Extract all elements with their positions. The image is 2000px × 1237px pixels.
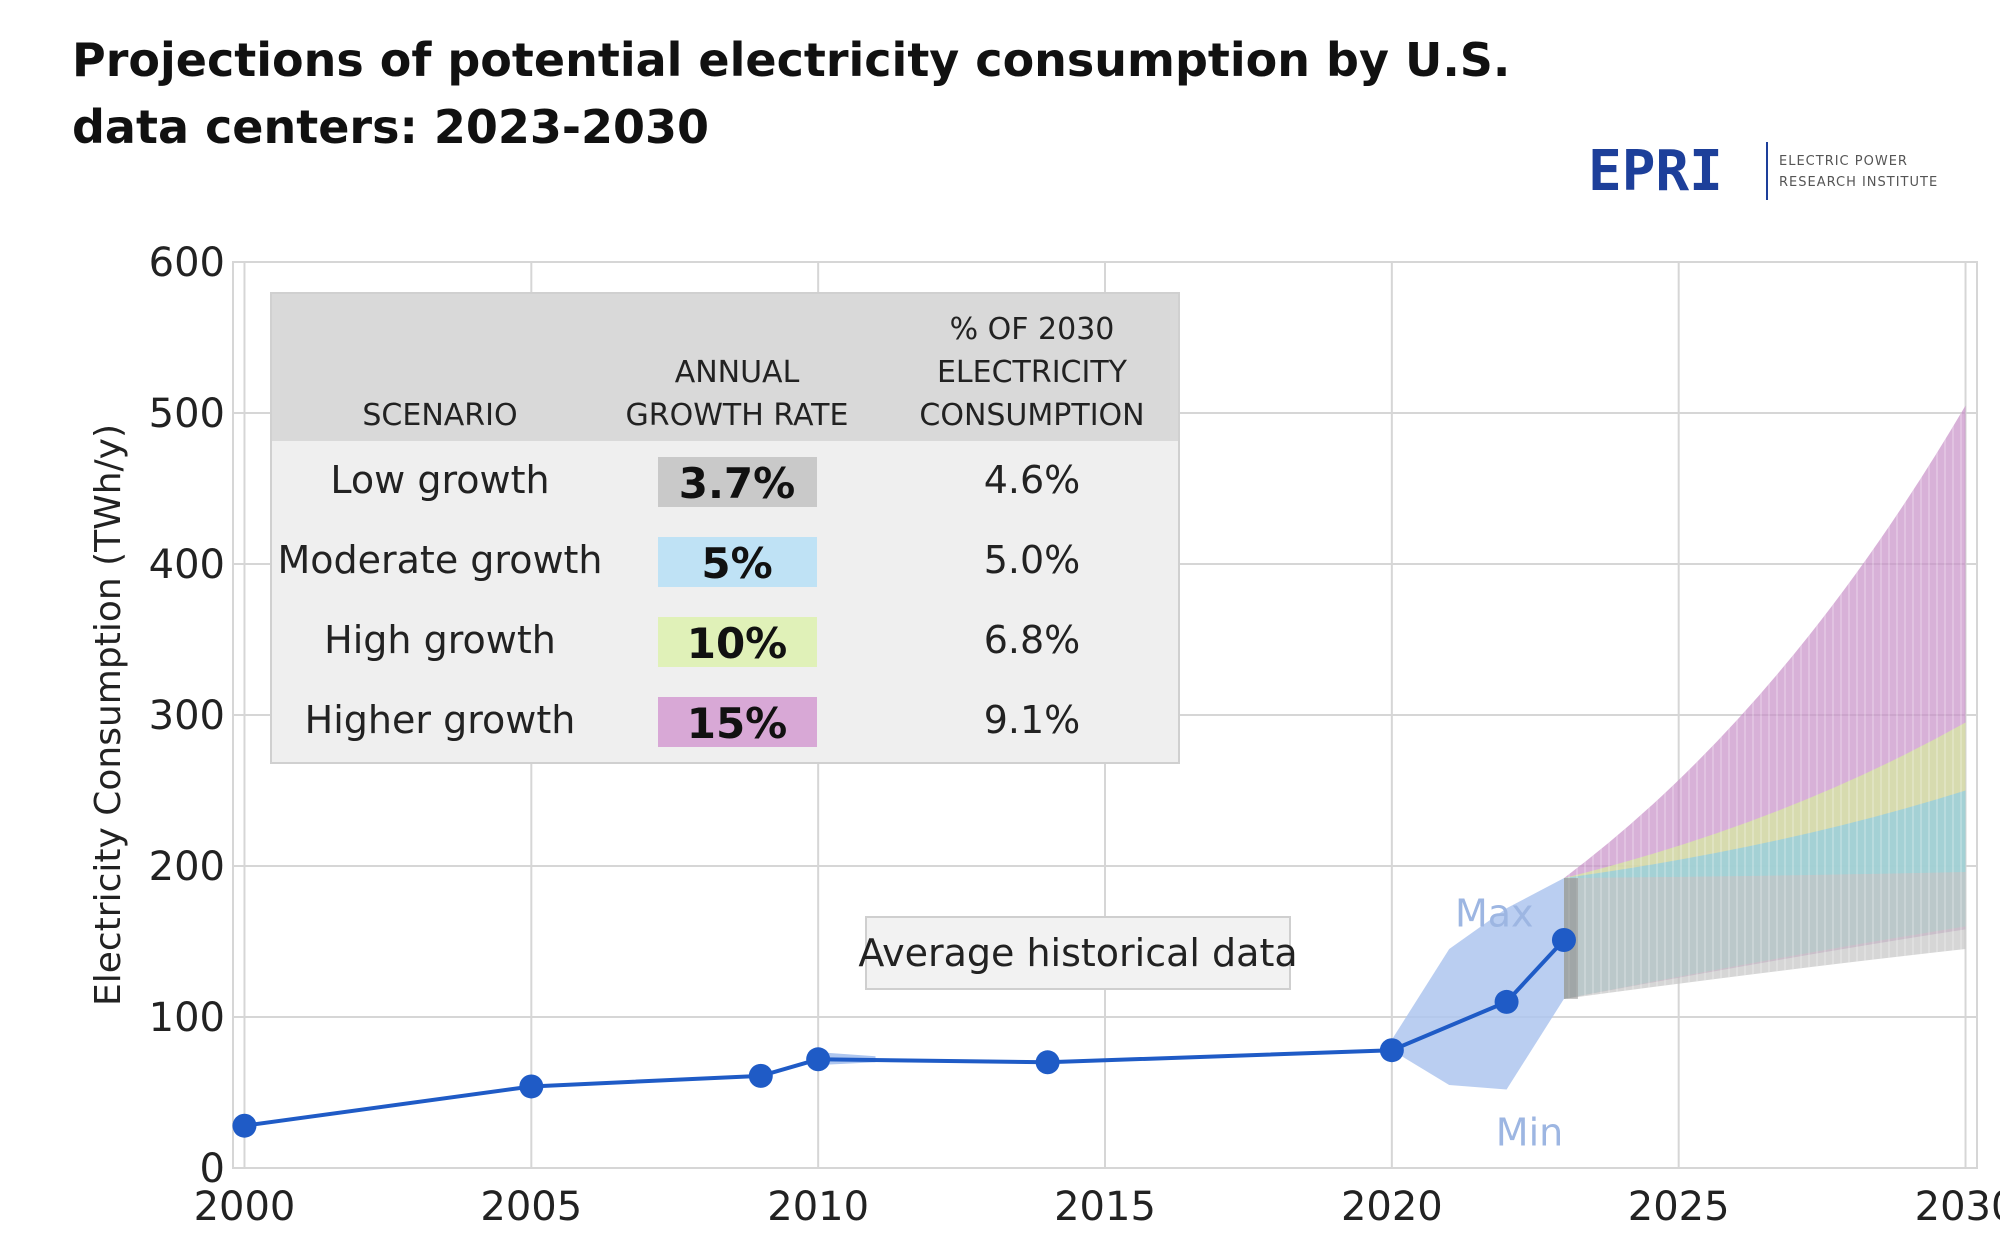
y-axis-label: Electricity Consumption (TWh/y) bbox=[88, 424, 129, 1006]
scenario-table: SCENARIO ANNUAL GROWTH RATE % OF 2030 ELECTR… bbox=[270, 292, 1180, 764]
historical-series bbox=[232, 927, 1576, 1138]
table-header-cell: % OF 2030 bbox=[950, 312, 1115, 347]
table-cell-scenario: High growth bbox=[324, 618, 556, 662]
historical-point bbox=[232, 1113, 257, 1138]
logo-mark: EPRI bbox=[1588, 139, 1723, 204]
y-tick-label: 0 bbox=[200, 1146, 225, 1192]
x-tick-labels: 2000 2005 2010 2015 2020 2025 2030 bbox=[194, 1184, 2000, 1230]
y-tick-label: 500 bbox=[149, 391, 225, 437]
table-cell-share: 9.1% bbox=[984, 698, 1081, 742]
y-tick-label: 400 bbox=[149, 542, 225, 588]
table-rate-swatch bbox=[658, 697, 817, 747]
plot-frame bbox=[232, 261, 1978, 1169]
historical-point bbox=[1035, 1050, 1060, 1075]
logo-line-1: ELECTRIC POWER bbox=[1779, 154, 1908, 169]
table-header-cell: ELECTRICITY bbox=[937, 355, 1128, 390]
table-rate-swatch bbox=[658, 617, 817, 667]
table-header-cell: CONSUMPTION bbox=[919, 398, 1144, 433]
y-tick-label: 200 bbox=[149, 844, 225, 890]
chart-title-line-2: data centers: 2023-2030 bbox=[72, 100, 709, 154]
table-header-cell: ANNUAL bbox=[675, 355, 800, 390]
table-cell-rate: 5% bbox=[701, 539, 772, 588]
table-cell-share: 6.8% bbox=[984, 618, 1081, 662]
historical-annotation-text: Average historical data bbox=[858, 931, 1297, 975]
y-tick-label: 100 bbox=[149, 995, 225, 1041]
table-rate-swatch bbox=[658, 457, 817, 507]
table-header-background bbox=[272, 294, 1178, 441]
table-cell-scenario: Low growth bbox=[330, 458, 549, 502]
projection-bands bbox=[1563, 405, 1966, 999]
table-header-cell: GROWTH RATE bbox=[626, 398, 849, 433]
historical-point bbox=[1551, 927, 1576, 952]
historical-point bbox=[1379, 1038, 1404, 1063]
x-tick-label: 2030 bbox=[1915, 1184, 2000, 1230]
epri-logo: EPRI ELECTRIC POWER RESEARCH INSTITUTE bbox=[1588, 139, 1938, 204]
chart-title-line-1: Projections of potential electricity con… bbox=[72, 33, 1510, 87]
projection-hatching bbox=[1563, 405, 1966, 999]
historical-annotation: Average historical data bbox=[858, 916, 1298, 990]
max-label: Max bbox=[1455, 891, 1534, 935]
table-body: Low growth 3.7% 4.6% Moderate growth 5% 5.0% H… bbox=[277, 457, 1080, 748]
table-header: SCENARIO ANNUAL GROWTH RATE % OF 2030 ELECTR… bbox=[362, 312, 1144, 433]
min-label: Min bbox=[1496, 1110, 1563, 1154]
x-tick-label: 2025 bbox=[1628, 1184, 1730, 1230]
x-tick-label: 2005 bbox=[480, 1184, 582, 1230]
historical-line bbox=[244, 938, 1566, 1128]
x-tick-label: 2020 bbox=[1341, 1184, 1443, 1230]
x-tick-label: 2000 bbox=[194, 1184, 296, 1230]
table-cell-rate: 10% bbox=[687, 619, 788, 668]
table-cell-scenario: Moderate growth bbox=[277, 538, 602, 582]
table-cell-share: 5.0% bbox=[984, 538, 1081, 582]
y-tick-labels: 0 100 200 300 400 500 600 bbox=[149, 240, 225, 1192]
table-header-cell: SCENARIO bbox=[362, 398, 517, 433]
table-cell-scenario: Higher growth bbox=[305, 698, 576, 742]
table-cell-rate: 3.7% bbox=[679, 459, 795, 508]
table-cell-share: 4.6% bbox=[984, 458, 1081, 502]
y-tick-label: 300 bbox=[149, 693, 225, 739]
x-tick-label: 2015 bbox=[1054, 1184, 1156, 1230]
x-tick-label: 2010 bbox=[767, 1184, 869, 1230]
logo-line-2: RESEARCH INSTITUTE bbox=[1779, 175, 1938, 190]
historical-point bbox=[748, 1063, 773, 1088]
historical-range-area bbox=[1391, 878, 1564, 1090]
historical-point bbox=[1494, 989, 1519, 1014]
table-cell-rate: 15% bbox=[687, 699, 788, 748]
historical-point bbox=[806, 1047, 831, 1072]
historical-point bbox=[519, 1074, 544, 1099]
table-rate-swatch bbox=[658, 537, 817, 587]
y-tick-label: 600 bbox=[149, 240, 225, 286]
